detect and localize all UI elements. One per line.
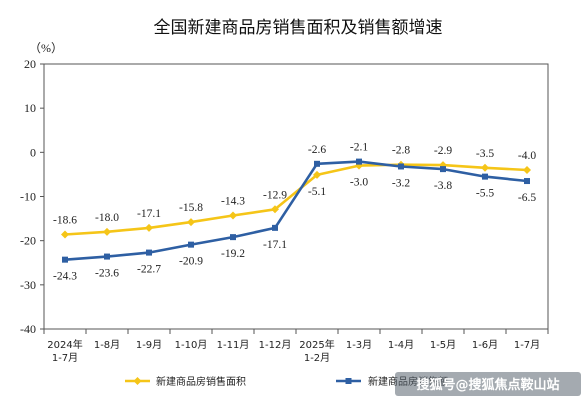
data-label: -3.2 (392, 177, 410, 189)
x-tick-label: 1-3月 (346, 339, 372, 351)
data-point-square (356, 158, 362, 165)
x-tick-label: 1-10月 (175, 339, 208, 351)
data-point-square (482, 173, 488, 180)
data-point-diamond (313, 170, 321, 179)
x-tick-label: 1-5月 (430, 339, 456, 351)
data-label: -17.1 (263, 239, 287, 251)
data-point-square (314, 160, 320, 167)
data-label: -12.9 (263, 189, 287, 201)
x-tick-label: 1-7月 (52, 352, 78, 364)
watermark-text: 搜狐号@搜狐焦点鞍山站 (416, 377, 559, 393)
data-label: -19.2 (221, 248, 245, 260)
y-tick-label: -10 (20, 190, 36, 204)
y-tick-label: -30 (20, 278, 36, 292)
data-point-diamond (61, 230, 69, 239)
data-label: -3.5 (476, 148, 494, 160)
data-label: -18.0 (95, 212, 119, 224)
y-axis-unit: （%） (29, 41, 63, 55)
data-point-diamond (229, 211, 237, 220)
x-tick-label: 1-11月 (217, 339, 250, 351)
data-label: -3.8 (434, 180, 452, 192)
x-tick-label: 1-2月 (304, 352, 330, 364)
data-label: -18.6 (53, 214, 77, 226)
x-tick-label: 1-9月 (136, 339, 162, 351)
watermark: 搜狐号@搜狐焦点鞍山站 (395, 372, 581, 396)
x-tick-label: 2024年 (47, 338, 82, 351)
data-point-diamond (103, 227, 111, 236)
data-point-square (440, 166, 446, 173)
data-label: -2.1 (350, 142, 368, 154)
x-tick-label: 2025年 (299, 338, 334, 351)
legend-marker-sales (345, 378, 352, 384)
data-point-diamond (187, 218, 195, 227)
data-label: -2.8 (392, 145, 410, 157)
data-point-square (398, 163, 404, 170)
data-point-square (188, 241, 194, 248)
data-point-square (146, 249, 152, 256)
data-point-square (524, 178, 530, 185)
data-label: -20.9 (179, 256, 203, 268)
data-label: -14.3 (221, 195, 245, 207)
data-point-diamond (481, 163, 489, 172)
data-point-square (62, 256, 68, 263)
data-label: -23.6 (95, 268, 119, 280)
data-point-diamond (145, 223, 153, 232)
data-label: -15.8 (179, 202, 203, 214)
series-line-2 (64, 160, 528, 261)
series-line-1 (64, 163, 528, 236)
x-tick-label: 1-7月 (514, 339, 540, 351)
y-tick-label: -20 (20, 234, 36, 248)
data-label: -5.1 (308, 186, 326, 198)
data-label: -4.0 (518, 150, 536, 162)
data-label: -6.5 (518, 192, 536, 204)
y-tick-label: 0 (30, 145, 36, 159)
y-tick-label: 20 (24, 57, 36, 71)
legend-label-area: 新建商品房销售面积 (156, 375, 246, 388)
chart-title: 全国新建商品房销售面积及销售额增速 (154, 18, 443, 38)
data-point-diamond (523, 166, 531, 174)
data-label: -17.1 (137, 208, 161, 220)
x-tick-label: 1-12月 (259, 339, 292, 351)
data-label: -3.0 (350, 177, 368, 189)
x-tick-label: 1-8月 (94, 339, 120, 351)
y-tick-label: 10 (24, 101, 36, 115)
data-label: -5.5 (476, 188, 494, 200)
data-point-square (104, 253, 110, 260)
data-label: -24.3 (53, 271, 77, 283)
data-point-diamond (271, 205, 279, 214)
legend-marker-area (133, 377, 142, 385)
data-label: -2.6 (308, 144, 326, 156)
data-label: -22.7 (137, 264, 161, 276)
watermark-background (395, 372, 581, 396)
x-tick-label: 1-4月 (388, 339, 414, 351)
y-tick-label: -40 (20, 322, 36, 336)
x-tick-label: 1-6月 (472, 339, 498, 351)
data-point-square (230, 234, 236, 241)
data-point-square (272, 224, 278, 231)
data-label: -2.9 (434, 145, 452, 157)
